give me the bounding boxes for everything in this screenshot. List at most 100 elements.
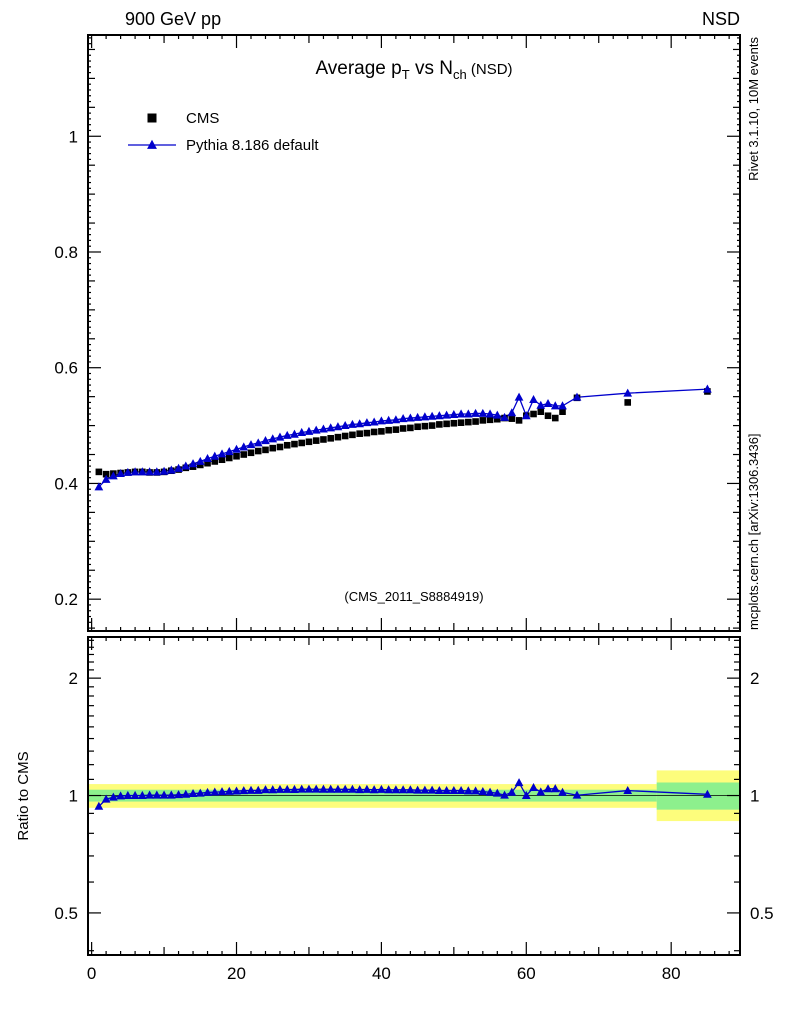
pythia-data-point [188, 459, 198, 468]
pythia-data-point [123, 467, 133, 476]
ratio-data-point [210, 787, 220, 796]
legend-marker-triangle [147, 139, 157, 149]
pythia-data-point [130, 467, 140, 476]
ratio-data-point [514, 778, 524, 787]
cms-data-point [530, 410, 537, 418]
cms-data-point [392, 426, 400, 433]
pythia-data-point [108, 471, 118, 480]
chart-title: Average pT vs Nch (NSD) [315, 58, 512, 82]
pythia-data-point [304, 426, 314, 435]
ratio-data-point [456, 785, 466, 795]
pythia-data-point [101, 474, 111, 483]
ratio-data-point [290, 784, 299, 793]
rivet-version-label: Rivet 3.1.10, 10M events [746, 37, 761, 181]
ratio-data-point [449, 785, 459, 795]
pythia-data-point [210, 451, 220, 460]
pythia-data-point [449, 409, 459, 419]
ratio-data-point [145, 790, 154, 799]
cms-data-point [457, 419, 465, 426]
ratio-data-point [536, 787, 546, 796]
ratio-data-point [623, 785, 633, 795]
pythia-data-point [485, 409, 495, 418]
cms-data-point [428, 422, 436, 429]
pythia-data-point [550, 401, 560, 410]
ratio-data-point [188, 788, 198, 798]
ratio-band-green [656, 782, 740, 810]
pythia-data-point [442, 410, 451, 419]
cms-data-point [479, 417, 487, 424]
ratio-data-point [362, 784, 372, 793]
plot-layers: 0.20.40.60.810.5 0.51 12 20 20 40 60 80Average … [54, 34, 774, 983]
ratio-data-point [521, 790, 531, 799]
x-tick-label: 80 [662, 964, 681, 983]
pythia-data-point [246, 440, 256, 449]
pythia-data-point [145, 467, 154, 476]
ratio-data-point [203, 787, 212, 796]
cms-data-point [196, 461, 204, 469]
cms-data-point [378, 428, 385, 435]
ratio-data-point [166, 790, 176, 799]
pythia-data-point [116, 469, 125, 478]
pythia-data-point [463, 409, 473, 418]
pythia-data-point [137, 467, 147, 476]
ratio-data-point [275, 784, 285, 793]
ratio-data-point [558, 787, 567, 796]
legend-label: Pythia 8.186 default [186, 137, 319, 154]
ratio-data-point [116, 791, 125, 800]
pythia-data-point [217, 449, 227, 458]
cms-data-point [465, 418, 472, 426]
pythia-data-point [500, 412, 509, 421]
ratio-data-point [311, 784, 321, 793]
ratio-data-point [174, 790, 183, 799]
mcplots-credit-label: mcplots.cern.ch [arXiv:1306.3436] [746, 433, 761, 630]
ratio-data-point [406, 785, 415, 794]
pythia-data-point [159, 466, 169, 475]
cms-data-point [356, 430, 363, 437]
cms-data-point [399, 425, 407, 432]
cms-data-point [233, 452, 240, 460]
pythia-data-point [623, 388, 633, 397]
cms-data-point [370, 428, 378, 436]
ratio-data-point [152, 790, 162, 799]
cms-data-point [276, 443, 284, 451]
cms-data-point [624, 399, 632, 406]
ratio-data-point [268, 785, 278, 794]
main-y-tick-label: 0.6 [54, 359, 78, 378]
cms-data-point [298, 439, 306, 447]
ratio-data-point [217, 787, 227, 796]
pythia-data-point [369, 417, 379, 426]
panel-frames [87, 34, 741, 956]
cms-data-point [204, 459, 211, 467]
cms-data-point [225, 454, 233, 462]
pythia-data-point [420, 412, 430, 421]
ratio-data-point [529, 782, 538, 792]
ratio-data-point [377, 784, 386, 793]
ratio-data-point [195, 788, 205, 797]
pythia-data-point [456, 409, 466, 418]
cms-data-point [508, 415, 516, 422]
ratio-data-point [420, 785, 430, 794]
ratio-data-point [326, 784, 336, 793]
pythia-data-point [355, 419, 365, 428]
pythia-series-line [98, 388, 708, 488]
cms-data-point [327, 435, 334, 442]
ratio-data-point [550, 784, 560, 793]
cms-data-point [515, 417, 523, 424]
ratio-data-point [463, 786, 473, 795]
pythia-data-point [558, 401, 567, 410]
pythia-data-point [384, 415, 394, 424]
ratio-y-tick-label-right: 1 [750, 787, 759, 806]
cms-data-point [436, 421, 443, 428]
ratio-y-tick-label-left: 0.5 [54, 904, 78, 923]
ratio-data-point [94, 801, 104, 810]
pythia-data-point [282, 430, 292, 439]
ratio-data-point [130, 790, 140, 799]
pythia-data-point [297, 427, 307, 436]
ratio-y-tick-label-left: 1 [69, 787, 78, 806]
ratio-data-point [434, 785, 444, 794]
cms-data-point [544, 412, 552, 420]
cms-data-point [551, 414, 559, 422]
pythia-data-point [492, 410, 502, 419]
